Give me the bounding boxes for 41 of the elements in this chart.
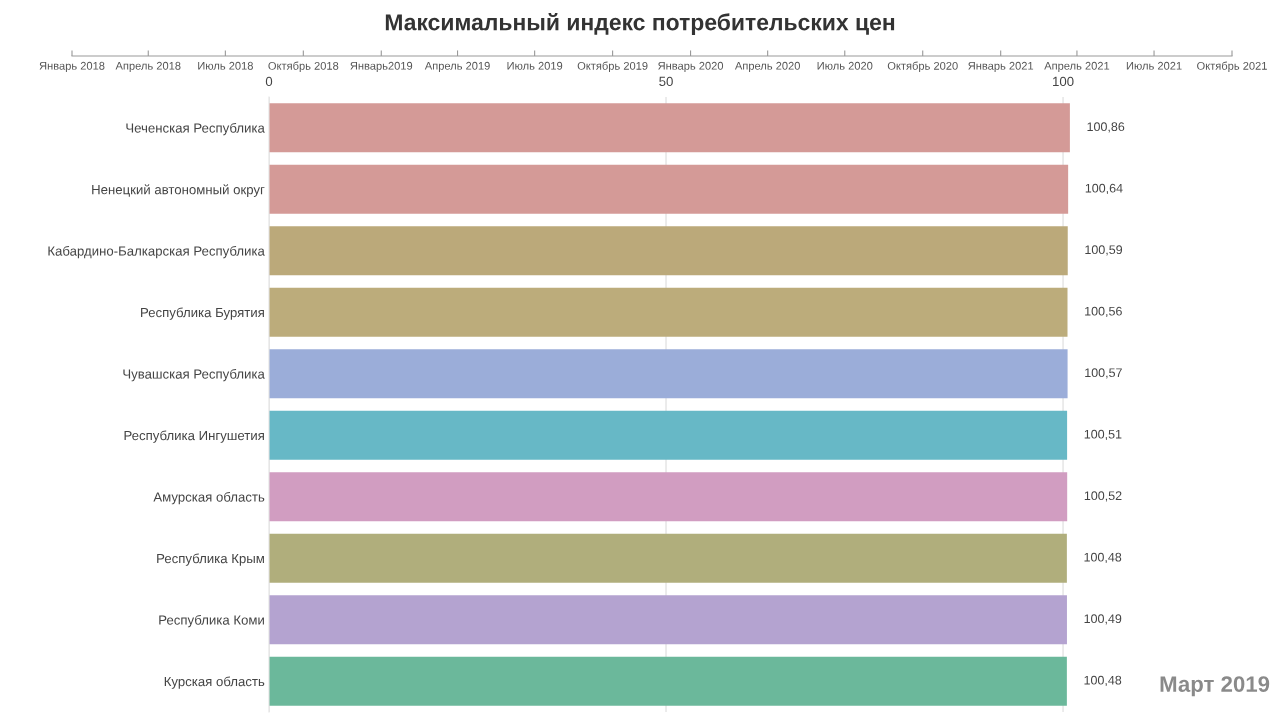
data-label: 100,86 — [1087, 122, 1125, 133]
y-tick-label: Чувашская Республика — [123, 368, 265, 382]
x2-tick-label: Апрель 2020 — [734, 61, 800, 72]
x2-tick-label: Июль 2020 — [817, 61, 873, 70]
y-tick-label: Республика Коми — [159, 614, 264, 628]
x-tick-label: 100 — [1053, 76, 1074, 87]
chart-title: Максимальный индекс потребительских цен — [385, 13, 895, 35]
x2-tick-label: Июль 2018 — [198, 61, 253, 70]
data-label: 100,48 — [1084, 675, 1122, 687]
y-tick-label: Республика Крым — [157, 553, 264, 566]
x2-tick-label: Октябрь 2021 — [1197, 61, 1267, 73]
x-tick-label: 0 — [265, 76, 273, 87]
data-label: 100,56 — [1085, 306, 1122, 318]
x2-tick-label: Январь 2020 — [658, 61, 724, 72]
x2-tick-label: Январь2019 — [350, 61, 413, 72]
text: Март 2019 — [1160, 676, 1270, 697]
data-label: 100,49 — [1084, 614, 1122, 625]
y-tick-label: Ненецкий автономный округ — [92, 184, 265, 197]
y-tick-label: Кабардино-Балкарская Республика — [48, 245, 265, 259]
data-label: 100,51 — [1084, 429, 1122, 441]
y-tick-label: Курская область — [164, 676, 265, 689]
x2-tick-label: Январь 2018 — [39, 61, 105, 72]
y-tick-label: Амурская область — [153, 491, 265, 505]
x-tick-label: 50 — [659, 76, 673, 87]
data-label: 100,52 — [1084, 491, 1122, 502]
y-tick-label: Республика Бурятия — [141, 307, 264, 320]
data-label: 100,57 — [1085, 368, 1122, 379]
y-tick-label: Республика Ингушетия — [124, 430, 264, 443]
x2-tick-label: Октябрь 2018 — [268, 61, 339, 73]
x2-tick-label: Январь 2021 — [968, 61, 1034, 72]
x2-tick-label: Октябрь 2020 — [887, 61, 958, 73]
data-label: 100,59 — [1085, 245, 1123, 256]
x2-tick-label: Апрель 2021 — [1044, 61, 1110, 72]
x2-tick-label: Июль 2021 — [1126, 61, 1182, 70]
x2-tick-label: Апрель 2018 — [115, 61, 181, 72]
x2-tick-label: Октябрь 2019 — [577, 61, 648, 73]
data-label: 100,64 — [1085, 183, 1123, 195]
y-tick-label: Чеченская Республика — [126, 122, 265, 136]
x2-tick-label: Апрель 2019 — [424, 61, 490, 72]
data-label: 100,48 — [1084, 552, 1122, 564]
x2-tick-label: Июль 2019 — [507, 61, 563, 70]
